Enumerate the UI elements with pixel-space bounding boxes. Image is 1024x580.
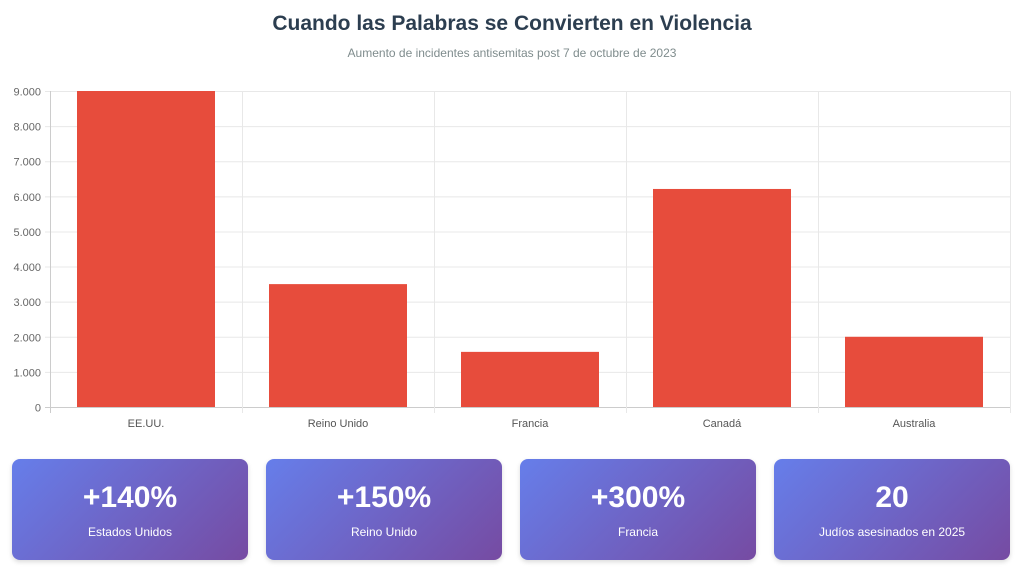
stat-value: 20 bbox=[875, 481, 909, 514]
x-tick-label: Reino Unido bbox=[308, 418, 369, 430]
bar bbox=[653, 188, 791, 407]
x-tick-label: EE.UU. bbox=[128, 418, 165, 430]
y-tick-label: 3.000 bbox=[13, 297, 41, 309]
stat-value: +140% bbox=[82, 481, 178, 514]
x-tick-label: Australia bbox=[893, 418, 937, 430]
stat-label: Francia bbox=[617, 525, 658, 539]
bar-chart: 0 1.000 2.000 3.000 4.000 5.000 6.000 7.000 8.00… bbox=[13, 87, 1011, 430]
y-tick-label: 0 bbox=[35, 403, 41, 415]
stat-label: Estados Unidos bbox=[87, 525, 173, 539]
x-tick-label: Canadá bbox=[703, 418, 742, 430]
stat-value: +150% bbox=[336, 481, 432, 514]
chart-subtitle: Aumento de incidentes antisemitas post 7… bbox=[347, 46, 677, 60]
bar bbox=[461, 351, 599, 407]
stat-label: Reino Unido bbox=[350, 525, 418, 539]
stat-card: +140% Estados Unidos bbox=[12, 459, 248, 560]
bar bbox=[845, 336, 983, 407]
x-tick-label: Francia bbox=[512, 418, 550, 430]
stat-cards: +140% Estados Unidos +150% Reino Unido +30… bbox=[12, 459, 1010, 560]
y-tick-label: 2.000 bbox=[13, 332, 41, 344]
y-tick-label: 4.000 bbox=[13, 262, 41, 274]
stat-card: 20 Judíos asesinados en 2025 bbox=[774, 459, 1010, 560]
y-tick-label: 5.000 bbox=[13, 227, 41, 239]
y-tick-label: 8.000 bbox=[13, 122, 41, 134]
y-tick-label: 7.000 bbox=[13, 157, 41, 169]
y-tick-label: 1.000 bbox=[13, 367, 41, 379]
stat-card: +300% Francia bbox=[520, 459, 756, 560]
stat-label: Judíos asesinados en 2025 bbox=[818, 525, 966, 539]
stat-card: +150% Reino Unido bbox=[266, 459, 502, 560]
stat-value: +300% bbox=[590, 481, 686, 514]
y-tick-label: 6.000 bbox=[13, 192, 41, 204]
bar bbox=[269, 284, 407, 407]
chart-title: Cuando las Palabras se Convierten en Vio… bbox=[272, 12, 752, 35]
bar bbox=[77, 91, 215, 407]
y-tick-label: 9.000 bbox=[13, 87, 41, 99]
